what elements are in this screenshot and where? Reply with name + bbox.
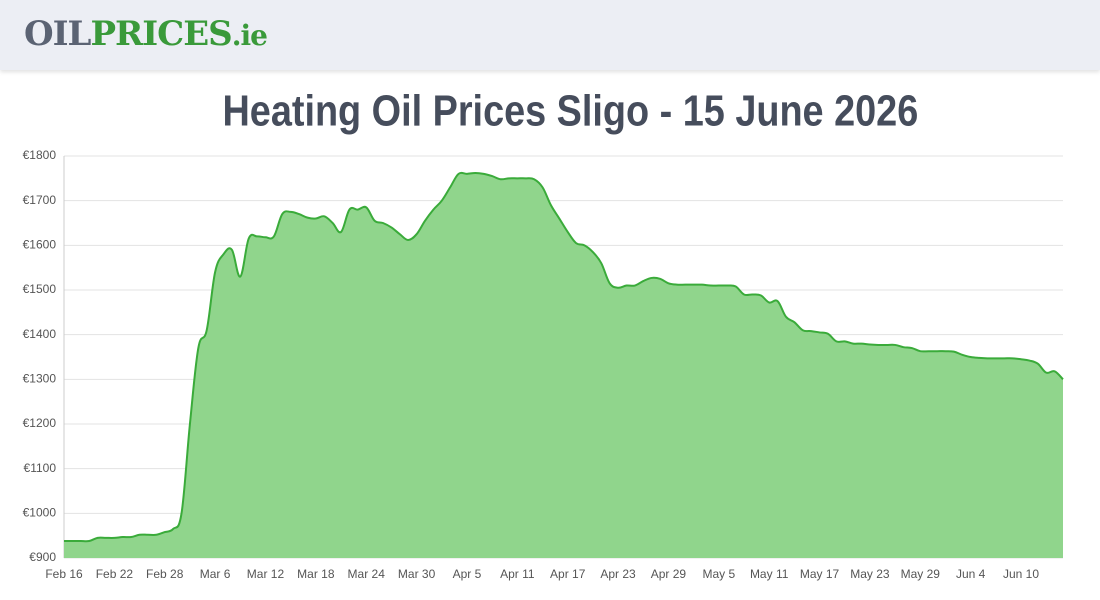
x-tick-label: May 5	[702, 567, 735, 581]
logo-prices: PRICES	[90, 14, 232, 54]
chart-title: Heating Oil Prices Sligo - 15 June 2026	[222, 86, 918, 135]
x-tick-label: Feb 16	[45, 567, 83, 581]
y-tick-label: €1200	[23, 416, 57, 430]
logo-oil: OIL	[24, 14, 91, 54]
area-fill	[64, 172, 1063, 558]
header: OILPRICES.ie	[0, 0, 1100, 70]
y-tick-label: €1400	[23, 327, 57, 341]
y-tick-label: €900	[29, 550, 56, 564]
x-tick-label: Apr 29	[651, 567, 687, 581]
y-tick-label: €1300	[23, 372, 57, 386]
x-tick-label: May 11	[750, 567, 789, 581]
y-tick-label: €1700	[23, 193, 57, 207]
y-tick-label: €1100	[24, 461, 57, 475]
y-tick-label: €1500	[23, 282, 57, 296]
x-tick-label: Feb 28	[146, 567, 184, 581]
chart: Heating Oil Prices Sligo - 15 June 2026 …	[23, 86, 1064, 581]
logo[interactable]: OILPRICES.ie	[24, 14, 268, 54]
x-tick-label: Apr 11	[500, 567, 535, 581]
x-tick-label: Mar 24	[348, 567, 386, 581]
x-tick-label: Apr 5	[453, 567, 482, 581]
x-tick-label: May 17	[800, 567, 840, 581]
x-tick-label: Jun 10	[1003, 567, 1039, 581]
y-tick-label: €1800	[23, 148, 57, 162]
x-tick-label: Mar 30	[398, 567, 436, 581]
y-tick-label: €1600	[23, 238, 57, 252]
x-tick-label: Apr 23	[600, 567, 636, 581]
x-tick-label: Mar 18	[297, 567, 335, 581]
y-tick-label: €1000	[23, 506, 57, 520]
x-tick-label: May 23	[850, 567, 890, 581]
logo-tld: .ie	[231, 19, 268, 52]
x-tick-label: Apr 17	[550, 567, 586, 581]
x-tick-label: Jun 4	[956, 567, 986, 581]
x-tick-label: May 29	[901, 567, 941, 581]
x-tick-label: Feb 22	[96, 567, 134, 581]
area-line	[63, 171, 1064, 543]
x-tick-label: Mar 12	[247, 567, 285, 581]
x-tick-label: Mar 6	[200, 567, 231, 581]
